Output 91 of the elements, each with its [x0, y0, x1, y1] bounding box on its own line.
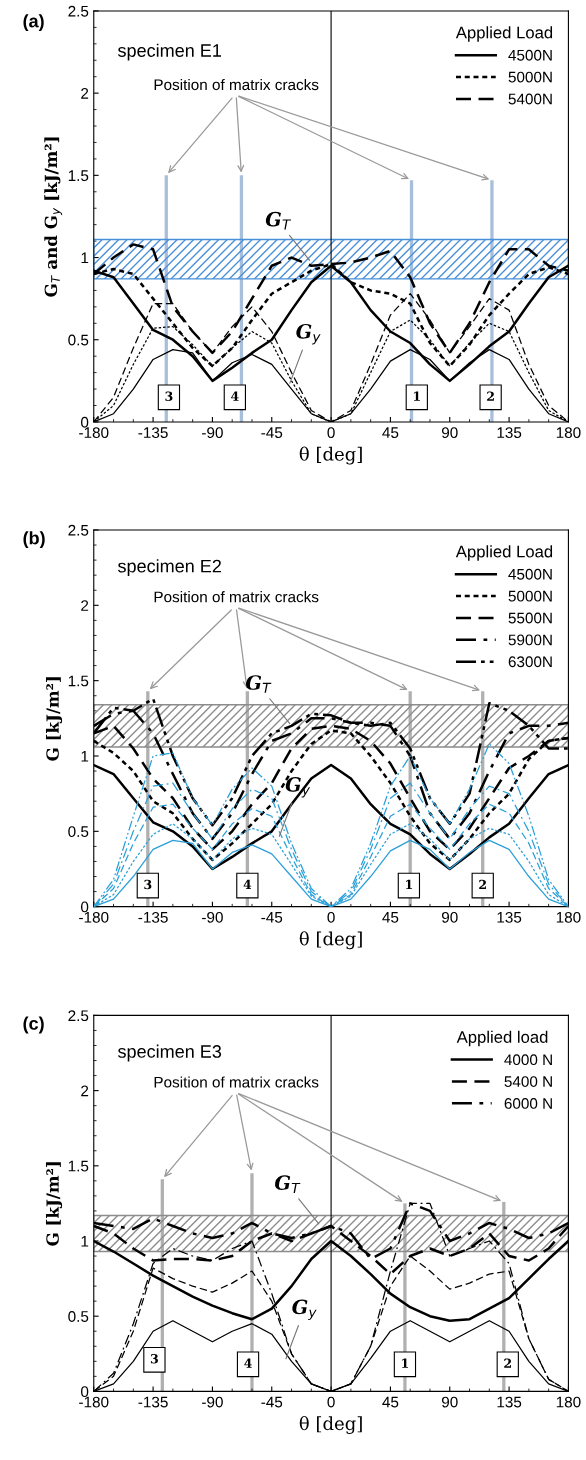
annotation: 1 [402, 1358, 409, 1368]
y-tick-label: 2 [81, 600, 89, 611]
x-tick-label: -135 [138, 427, 168, 439]
x-tick-label: 0 [327, 911, 335, 923]
x-tick-label: 135 [497, 427, 522, 439]
legend-label: 5400 N [504, 1076, 552, 1087]
y-tick-label: 0.5 [68, 1311, 89, 1322]
x-tick-label: 45 [382, 912, 399, 923]
x-tick-label: -135 [138, 911, 168, 923]
annotation: 2 [479, 879, 486, 890]
y-tick-label: 1.5 [68, 1160, 89, 1172]
y-tick-label: 0 [81, 416, 89, 428]
y-tick-label: 0.5 [68, 826, 89, 838]
x-tick-label: 90 [441, 427, 458, 439]
x-tick-label: -180 [79, 1396, 109, 1408]
text: specimen E1 [118, 43, 221, 61]
y-tick-label: 0.5 [68, 334, 89, 346]
x-tick-label: 180 [556, 911, 581, 923]
y-tick-label: 2 [81, 88, 89, 99]
x-tick-label: -135 [138, 1396, 168, 1408]
annotation: Position of matrix cracks [154, 591, 319, 603]
legend-label: 6300N [508, 656, 552, 668]
annotation: 4 [243, 879, 252, 890]
y-axis-title: G$_{T}$ and G$_{y}$ [kJ/m²] [44, 137, 63, 297]
y-tick-label: 1.5 [68, 675, 89, 687]
legend-label: 4500N [508, 568, 552, 580]
annotation: G$_{T}$ [265, 211, 292, 230]
y-tick-label: 0 [81, 1386, 89, 1398]
annotation: 3 [150, 1353, 158, 1364]
chart-title: (c) [23, 1016, 44, 1034]
annotation: 4 [231, 391, 239, 401]
x-tick-label: 135 [497, 1396, 522, 1408]
x-tick-label: 45 [382, 1396, 399, 1408]
y-tick-label: 2.5 [68, 524, 89, 536]
x-tick-label: -90 [202, 427, 223, 439]
y-axis-title: G [kJ/m²] [45, 677, 63, 761]
legend-label: 5500N [508, 612, 552, 624]
x-tick-label: 135 [497, 911, 522, 923]
x-tick-label: 180 [556, 1396, 581, 1408]
legend-label: 5400N [508, 93, 552, 105]
y-tick-label: 2 [81, 1085, 89, 1097]
y-tick-label: 1 [81, 252, 89, 264]
legend-label: 6000 N [504, 1098, 552, 1109]
annotation: G$_{T}$ [246, 675, 272, 693]
y-tick-label: 2.5 [68, 1010, 89, 1022]
y-tick-label: 1 [81, 751, 89, 762]
legend-label: 4000 N [504, 1054, 552, 1066]
annotation: 2 [504, 1358, 511, 1368]
x-tick-label: 0 [327, 1396, 335, 1408]
x-tick-label: -90 [202, 911, 223, 923]
annotation: 3 [144, 879, 152, 890]
y-axis-title: G [kJ/m²] [45, 1162, 63, 1246]
x-tick-label: -90 [202, 1396, 223, 1408]
chart-title: (a) [23, 14, 44, 32]
x-tick-label: -45 [261, 912, 283, 923]
x-tick-label: 0 [327, 427, 335, 439]
x-tick-label: -180 [79, 427, 109, 439]
chart-title: (b) [23, 531, 45, 548]
x-tick-label: 45 [382, 427, 399, 439]
x-axis-title: θ [deg] [299, 1416, 362, 1434]
annotation: G$_{y}$ [292, 1299, 317, 1320]
y-tick-label: 1 [81, 1236, 89, 1247]
legend-title: Applied Load [455, 545, 553, 561]
x-axis-title: θ [deg] [299, 931, 362, 950]
annotation: G$_{T}$ [275, 1175, 301, 1193]
annotation: 1 [413, 391, 420, 401]
annotation: 4 [244, 1358, 252, 1368]
text: specimen E2 [118, 559, 221, 577]
legend-label: 4500N [508, 49, 552, 61]
annotation: 3 [165, 391, 173, 401]
legend-title: Applied load [456, 1030, 548, 1047]
text: specimen E3 [118, 1044, 222, 1062]
annotation: G$_{y}$ [296, 323, 321, 345]
x-tick-label: -180 [79, 911, 109, 923]
annotation: Position of matrix cracks [154, 1076, 319, 1088]
y-tick-label: 0 [81, 901, 89, 913]
annotation: 1 [406, 879, 412, 890]
x-tick-label: 180 [556, 427, 581, 439]
x-tick-label: -45 [261, 1396, 283, 1408]
legend-label: 5000N [508, 590, 552, 602]
legend-title: Applied Load [455, 26, 553, 42]
y-tick-label: 2.5 [68, 5, 89, 17]
x-tick-label: 90 [441, 911, 458, 923]
x-tick-label: -45 [261, 427, 283, 439]
legend-label: 5000N [508, 71, 552, 83]
annotation: 2 [487, 391, 494, 401]
legend-label: 5900N [508, 634, 552, 646]
annotation: Position of matrix cracks [154, 78, 319, 91]
x-axis-title: θ [deg] [299, 446, 362, 465]
x-tick-label: 90 [441, 1396, 458, 1408]
y-tick-label: 1.5 [68, 170, 89, 182]
